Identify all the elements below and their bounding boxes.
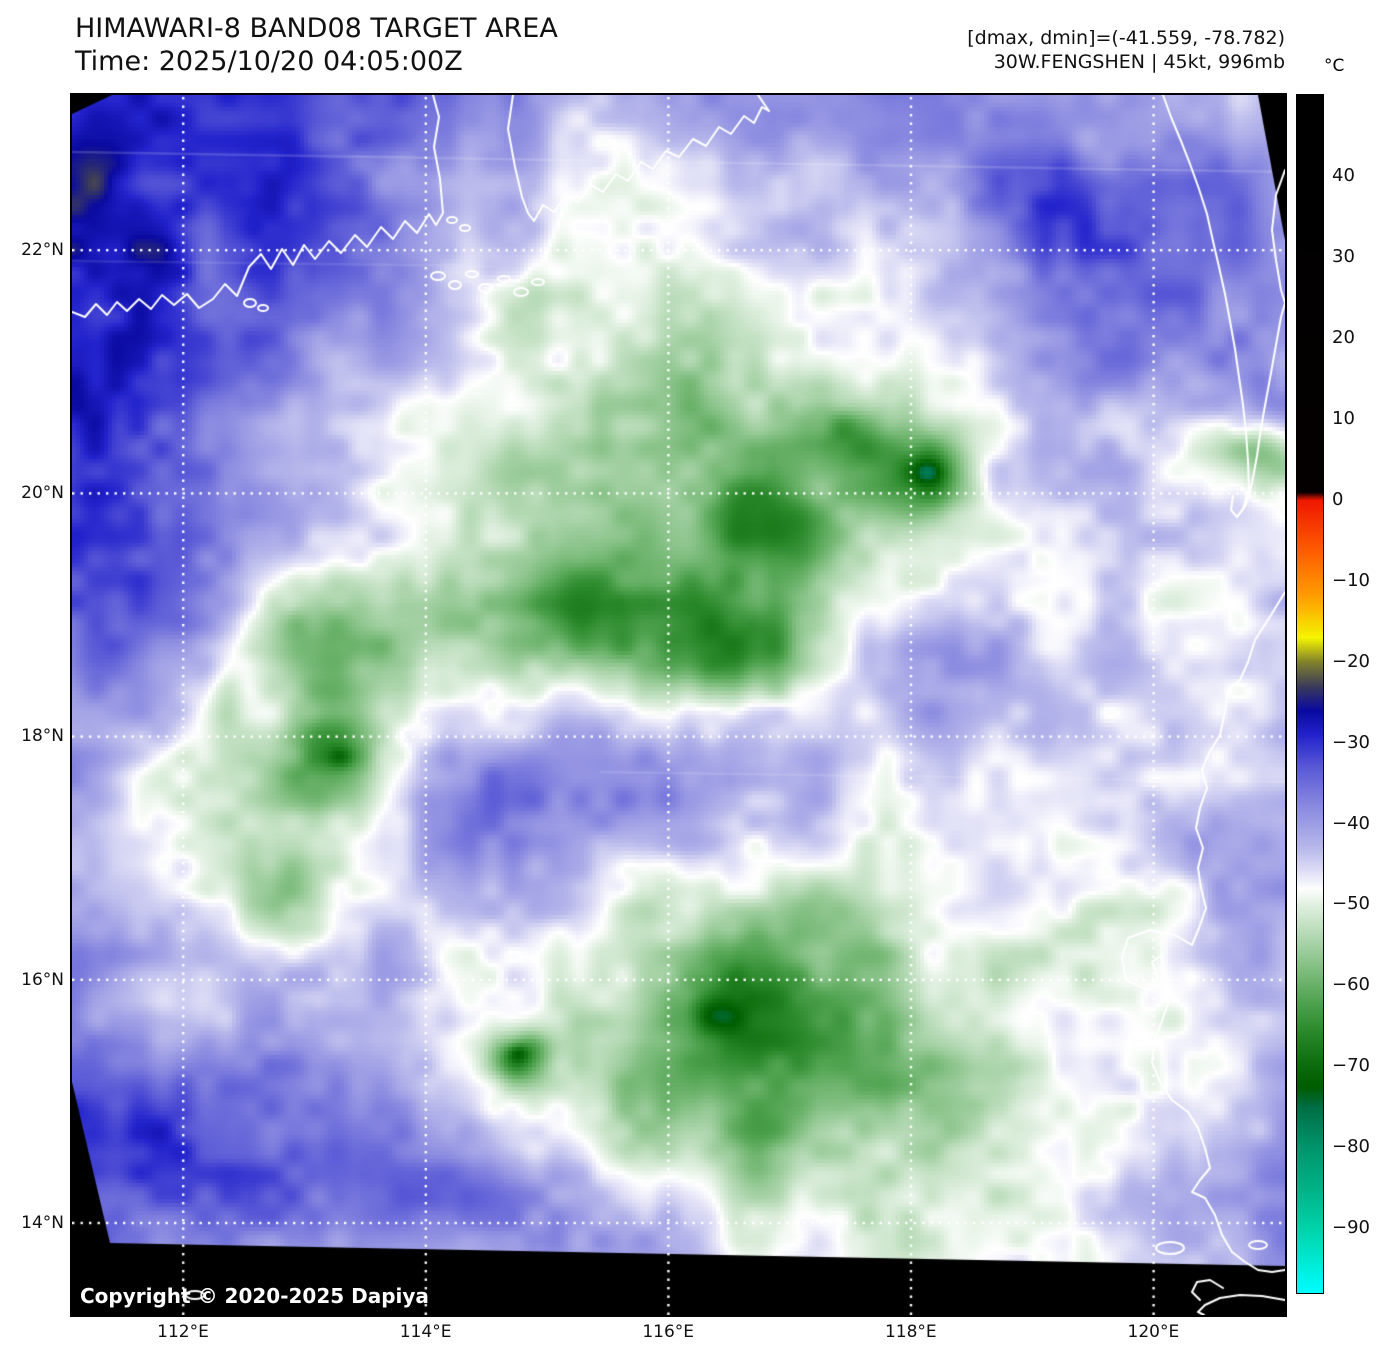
colorbar-tick-label: −60 xyxy=(1332,974,1370,996)
colorbar-tick-label: 10 xyxy=(1332,407,1355,429)
colorbar-tick-label: −80 xyxy=(1332,1136,1370,1158)
colorbar-tick-label: 20 xyxy=(1332,326,1355,348)
longitude-tick-label: 120°E xyxy=(1127,1322,1180,1342)
colorbar-tick-label: 40 xyxy=(1332,164,1355,186)
colorbar-tick-label: 0 xyxy=(1332,488,1344,510)
timestamp-line: Time: 2025/10/20 04:05:00Z xyxy=(75,46,463,77)
colorbar-tick-label: −50 xyxy=(1332,893,1370,915)
colorbar-unit-label: °C xyxy=(1324,56,1345,76)
range-readout: [dmax, dmin]=(-41.559, -78.782) xyxy=(967,27,1285,49)
colorbar-tick-label: 30 xyxy=(1332,245,1355,267)
longitude-tick-label: 118°E xyxy=(884,1322,937,1342)
colorbar-frame xyxy=(1296,94,1324,1294)
colorbar-tick-label: −30 xyxy=(1332,731,1370,753)
colorbar-tick-label: −20 xyxy=(1332,650,1370,672)
longitude-tick-label: 114°E xyxy=(399,1322,452,1342)
page-title: HIMAWARI-8 BAND08 TARGET AREA xyxy=(75,13,558,44)
colorbar-canvas xyxy=(1297,95,1323,1293)
storm-readout: 30W.FENGSHEN | 45kt, 996mb xyxy=(993,51,1285,73)
colorbar-tick-label: −90 xyxy=(1332,1217,1370,1239)
longitude-tick-label: 112°E xyxy=(157,1322,209,1342)
colorbar-tick-label: −70 xyxy=(1332,1055,1370,1077)
latitude-tick-label: 14°N xyxy=(21,1212,64,1233)
longitude-tick-label: 116°E xyxy=(642,1322,695,1342)
colorbar-tick-label: −40 xyxy=(1332,812,1370,834)
latitude-tick-label: 20°N xyxy=(21,483,64,504)
title-block: HIMAWARI-8 BAND08 TARGET AREA Time: 2025… xyxy=(75,12,558,78)
map-frame: Copyright © 2020-2025 Dapiya xyxy=(70,93,1287,1317)
latitude-tick-label: 18°N xyxy=(21,726,64,747)
latitude-tick-label: 16°N xyxy=(21,969,64,990)
copyright-label: Copyright © 2020-2025 Dapiya xyxy=(80,1284,429,1308)
colorbar-tick-label: −10 xyxy=(1332,569,1370,591)
latitude-tick-label: 22°N xyxy=(21,240,64,260)
satellite-map-canvas xyxy=(72,95,1285,1315)
info-block: [dmax, dmin]=(-41.559, -78.782) 30W.FENG… xyxy=(967,26,1285,74)
